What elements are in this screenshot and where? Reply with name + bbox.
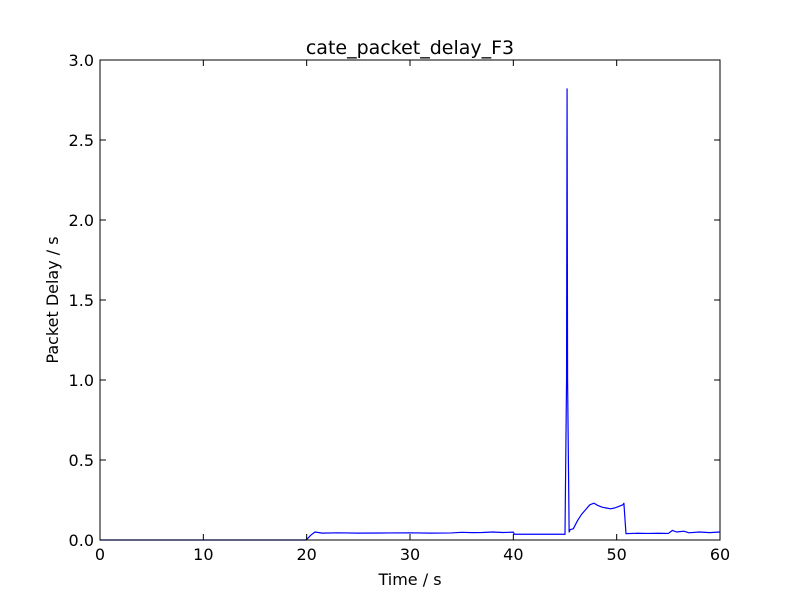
y-tick-label: 2.0 — [69, 211, 94, 230]
x-tick-label: 20 — [296, 545, 316, 564]
y-axis-label: Packet Delay / s — [43, 236, 62, 363]
y-tick-label: 3.0 — [69, 51, 94, 70]
series-line — [100, 88, 721, 541]
y-tick-label: 0.0 — [69, 531, 94, 550]
x-tick-label: 30 — [400, 545, 420, 564]
y-tick-label: 1.0 — [69, 371, 94, 390]
x-tick-label: 60 — [710, 545, 730, 564]
chart-title: cate_packet_delay_F3 — [306, 37, 514, 59]
x-tick-label: 50 — [606, 545, 626, 564]
y-tick-label: 2.5 — [69, 131, 94, 150]
y-tick-label: 1.5 — [69, 291, 94, 310]
y-tick-label: 0.5 — [69, 451, 94, 470]
x-tick-label: 40 — [503, 545, 523, 564]
x-tick-label: 0 — [95, 545, 105, 564]
plot-frame — [99, 59, 721, 541]
x-axis-label: Time / s — [377, 570, 441, 589]
x-tick-label: 10 — [193, 545, 213, 564]
data-layer — [100, 88, 721, 541]
tick-layer: 0 10 20 30 40 50 60 0.0 0.5 1.0 1.5 2.0 2.5 3.0 — [69, 51, 731, 564]
